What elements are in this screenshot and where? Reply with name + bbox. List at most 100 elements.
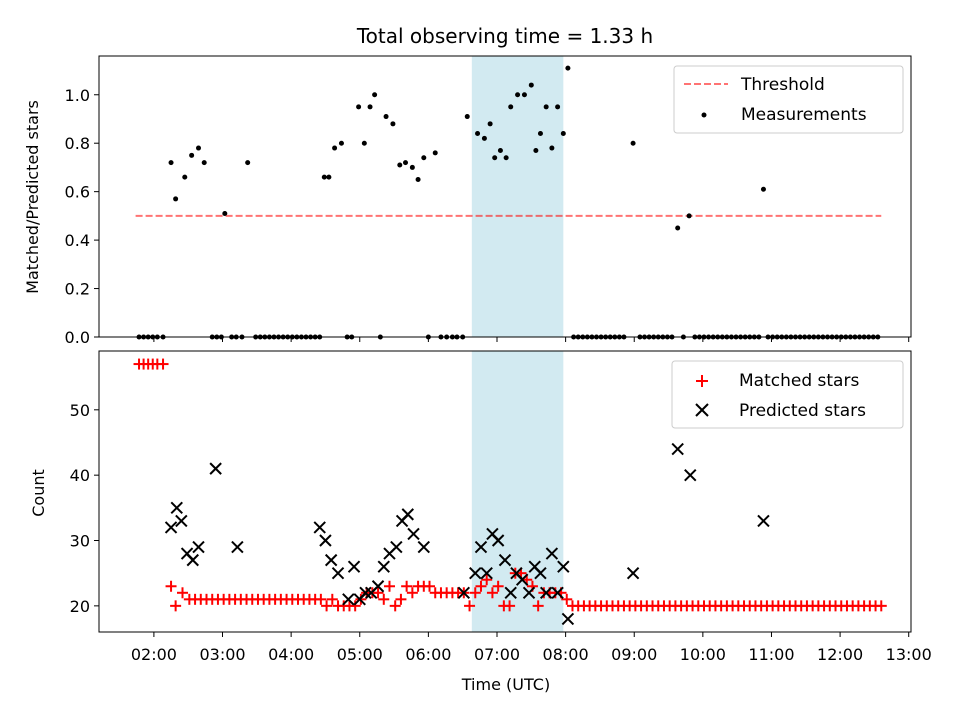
x-tick-label: 12:00 — [817, 645, 863, 664]
matched-star-point — [321, 600, 333, 612]
measurement-point — [189, 152, 195, 158]
count-points — [133, 358, 887, 626]
measurement-point — [555, 104, 561, 110]
predicted-star-point — [313, 521, 326, 534]
x-tick-label: 04:00 — [268, 645, 314, 664]
legend-threshold-label: Threshold — [740, 75, 825, 95]
measurement-point — [630, 140, 636, 146]
matched-star-point — [383, 580, 395, 592]
predicted-star-point — [498, 553, 512, 567]
predicted-star-point — [561, 612, 575, 626]
top-legend-box — [673, 65, 904, 134]
predicted-star-point — [491, 534, 505, 547]
x-tick-label: 10:00 — [680, 645, 726, 664]
measurement-point — [383, 114, 389, 120]
measurement-point — [195, 145, 201, 151]
measurement-point — [222, 210, 228, 216]
predicted-star-point — [170, 501, 183, 515]
x-axis-label: Time (UTC) — [461, 675, 550, 694]
bottom-y-ticks: 20 30 40 50 — [70, 401, 99, 616]
predicted-star-point — [545, 547, 559, 560]
bottom-y-axis-label: Count — [29, 469, 48, 517]
predicted-star-point — [359, 586, 372, 599]
measurement-point — [497, 147, 503, 153]
predicted-star-point — [342, 593, 355, 606]
predicted-star-point — [469, 566, 482, 580]
matched-star-point — [176, 587, 188, 599]
matched-star-point — [469, 587, 481, 599]
measurement-point — [390, 121, 396, 127]
predicted-star-point — [480, 566, 493, 580]
top-y-tick-label: 0.0 — [65, 328, 90, 347]
predicted-star-point — [504, 586, 517, 599]
bottom-x-ticks: 02:00 03:00 04:00 05:00 06:00 07:00 08:00 09:00… — [131, 632, 932, 664]
legend-measurements-swatch — [701, 112, 707, 118]
bottom-legend-box — [671, 360, 904, 429]
predicted-star-point — [417, 540, 431, 554]
matched-star-point — [532, 600, 544, 612]
predicted-star-point — [671, 442, 684, 456]
matched-star-point — [401, 580, 413, 592]
predicted-star-point — [757, 514, 770, 528]
measurement-point — [475, 131, 481, 137]
measurement-point — [372, 92, 378, 98]
x-tick-label: 03:00 — [199, 645, 245, 664]
predicted-star-point — [474, 540, 488, 554]
x-tick-label: 08:00 — [543, 645, 589, 664]
predicted-star-point — [551, 586, 564, 599]
predicted-star-point — [175, 514, 188, 528]
top-y-ticks: 0.0 0.2 0.4 0.6 0.8 1.0 — [65, 86, 99, 347]
measurement-point — [182, 174, 188, 180]
measurement-point — [560, 131, 566, 137]
measurement-point — [403, 160, 409, 166]
x-tick-label: 02:00 — [131, 645, 177, 664]
predicted-star-point — [209, 462, 222, 475]
matched-star-point — [492, 580, 504, 592]
x-tick-label: 05:00 — [337, 645, 383, 664]
measurement-point — [173, 196, 179, 202]
measurement-point — [528, 82, 534, 88]
legend-predicted-swatch — [695, 403, 709, 417]
top-y-tick-label: 0.6 — [65, 183, 90, 202]
bottom-y-tick-label: 20 — [70, 597, 90, 616]
predicted-star-point — [522, 586, 536, 599]
measurement-point — [760, 186, 766, 192]
measurement-point — [487, 121, 493, 127]
x-tick-label: 13:00 — [886, 645, 932, 664]
top-x-ticks — [153, 337, 910, 342]
measurement-point — [356, 104, 362, 110]
matched-star-point — [464, 600, 476, 612]
matched-star-point — [372, 587, 384, 599]
measurement-point — [409, 164, 415, 170]
measurement-point — [508, 104, 514, 110]
matched-star-point — [486, 587, 498, 599]
predicted-star-point — [377, 560, 390, 573]
top-panel: 0.0 0.2 0.4 0.6 0.8 1.0 Total observing time … — [23, 24, 912, 347]
top-y-tick-label: 0.2 — [65, 280, 90, 299]
x-tick-label: 09:00 — [611, 645, 657, 664]
measurement-point — [397, 162, 403, 168]
matched-star-point — [481, 574, 493, 586]
measurement-point — [521, 92, 527, 98]
bottom-y-tick-label: 40 — [70, 466, 90, 485]
predicted-star-point — [347, 560, 361, 573]
measurement-point — [481, 135, 487, 141]
legend-measurements-label: Measurements — [741, 105, 867, 125]
bottom-y-tick-label: 30 — [70, 532, 90, 551]
matched-star-point — [406, 587, 418, 599]
measurement-point — [321, 174, 327, 180]
predicted-star-point — [534, 566, 547, 580]
x-tick-label: 07:00 — [474, 645, 520, 664]
matched-star-point — [378, 593, 390, 605]
legend-matched-swatch — [696, 375, 708, 387]
matched-star-point — [349, 600, 361, 612]
measurement-point — [675, 225, 681, 231]
predicted-star-point — [515, 573, 529, 586]
measurement-point — [565, 65, 571, 71]
matched-star-point — [315, 593, 327, 605]
top-y-tick-label: 0.4 — [65, 231, 90, 250]
predicted-star-point — [164, 521, 178, 534]
measurement-point — [421, 155, 427, 161]
measurement-point — [549, 145, 555, 151]
